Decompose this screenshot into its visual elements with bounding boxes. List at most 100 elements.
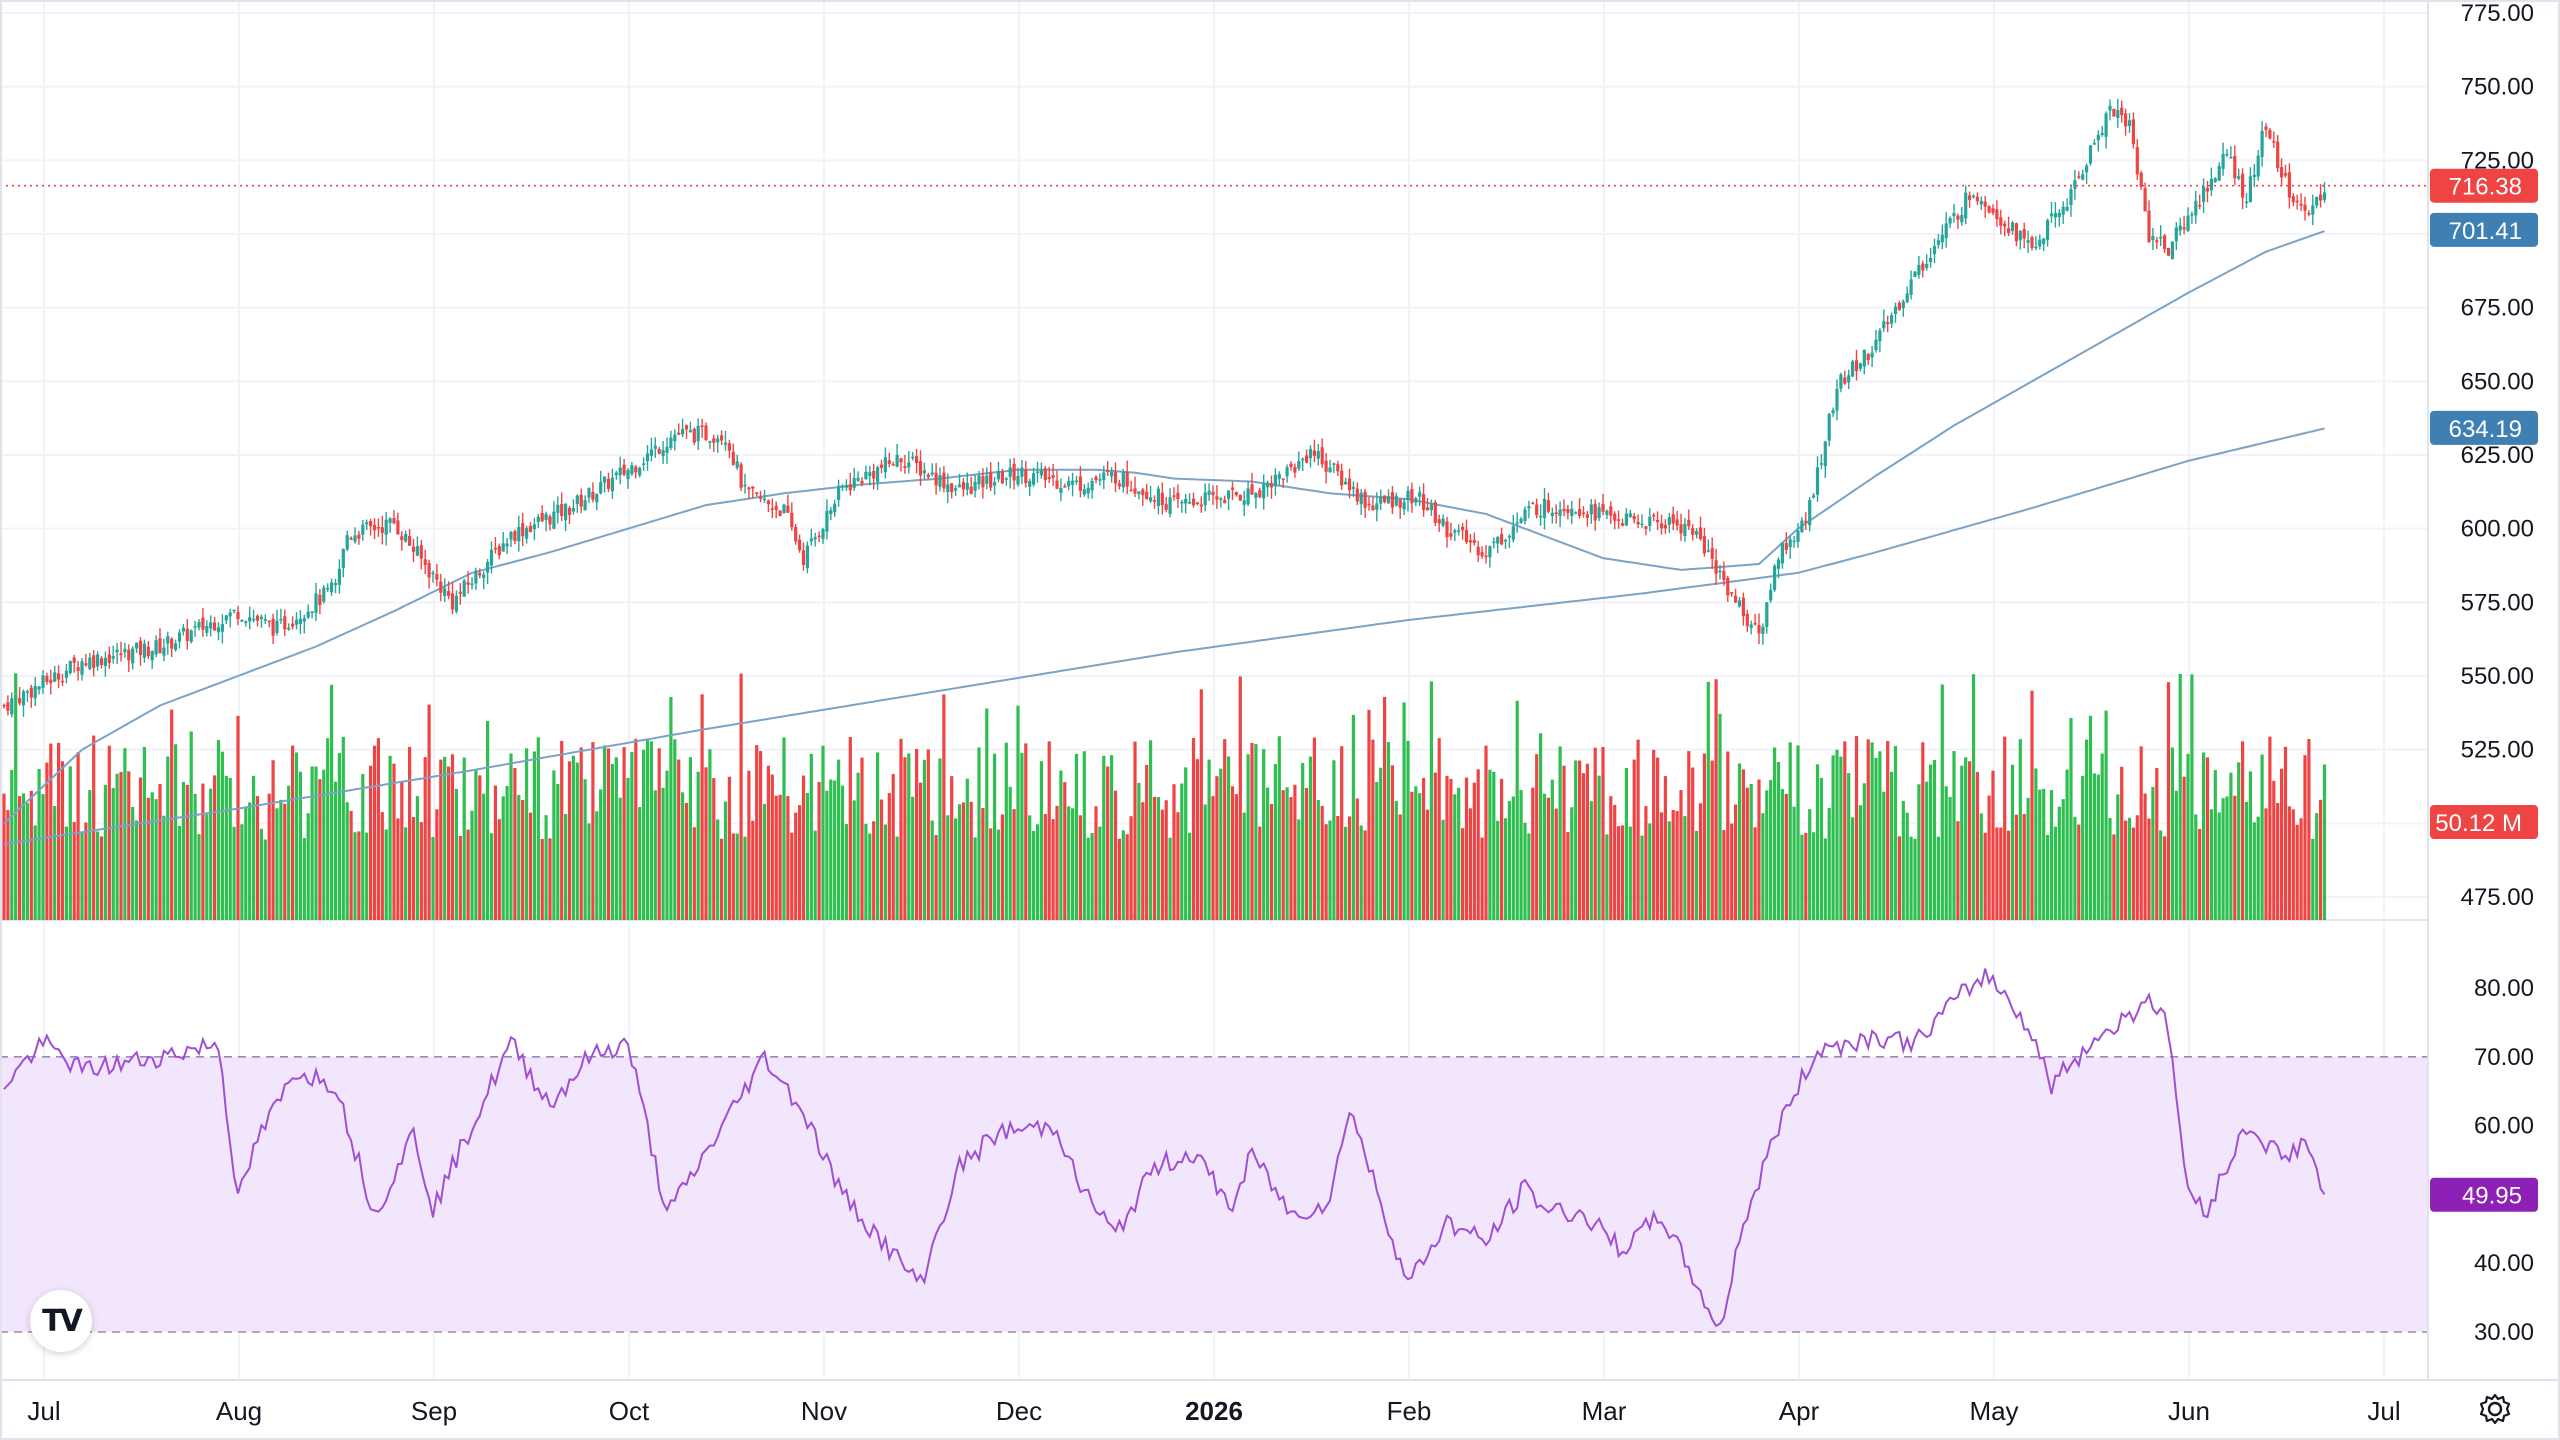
volume-bar xyxy=(1862,783,1866,920)
candle-body xyxy=(1433,502,1437,523)
candle-body xyxy=(1273,474,1277,487)
candle-body xyxy=(2069,189,2073,206)
volume-bar xyxy=(1554,808,1558,920)
volume-bar xyxy=(1281,790,1285,920)
candle-body xyxy=(1613,513,1617,521)
volume-bar xyxy=(2307,739,2311,920)
volume-bar xyxy=(454,788,458,920)
volume-bar xyxy=(1468,808,1472,920)
candle-body xyxy=(1866,354,1870,361)
candle-body xyxy=(154,640,158,655)
candle-body xyxy=(1406,490,1410,501)
candle-body xyxy=(1277,474,1281,479)
candle-body xyxy=(1207,490,1211,495)
candle-body xyxy=(883,457,887,473)
settings-gear-icon[interactable] xyxy=(2478,1392,2512,1426)
candle-body xyxy=(2116,109,2120,118)
candle-body xyxy=(1617,519,1621,521)
volume-bar xyxy=(2100,753,2104,920)
volume-bar xyxy=(727,776,731,920)
volume-bar xyxy=(778,794,782,920)
candle-body xyxy=(595,493,599,503)
volume-bar xyxy=(762,803,767,920)
candle-body xyxy=(1145,491,1149,500)
candle-body xyxy=(279,618,283,621)
volume-bar xyxy=(6,810,10,920)
volume-bar xyxy=(1141,802,1145,920)
volume-bar xyxy=(2217,812,2221,920)
volume-bar xyxy=(669,697,673,920)
volume-bar xyxy=(1511,796,1515,920)
candle-body xyxy=(2151,236,2155,241)
candle-body xyxy=(1706,550,1710,552)
candle-body xyxy=(1609,506,1613,516)
volume-bar xyxy=(1328,820,1332,920)
price-axis[interactable]: 775.00750.00725.00675.00650.00625.00600.… xyxy=(2461,0,2534,911)
volume-bar xyxy=(887,793,891,920)
volume-bar xyxy=(220,751,224,920)
volume-bar xyxy=(1308,756,1313,920)
volume-bar xyxy=(747,770,751,920)
volume-bar xyxy=(622,747,626,920)
candle-body xyxy=(170,638,174,649)
volume-bar xyxy=(49,743,53,920)
candle-body xyxy=(1445,521,1449,538)
volume-bar xyxy=(2299,818,2303,920)
volume-bar xyxy=(1831,755,1835,920)
candle-body xyxy=(1039,469,1043,476)
candle-body xyxy=(876,467,880,482)
volume-bar xyxy=(907,753,911,920)
volume-bar xyxy=(127,771,131,920)
candle-body xyxy=(1094,476,1098,480)
tradingview-logo[interactable]: TV xyxy=(30,1290,92,1352)
candle-body xyxy=(158,638,162,654)
candle-body xyxy=(2283,173,2288,176)
volume-bar xyxy=(606,748,611,920)
volume-bar xyxy=(80,832,84,920)
volume-bar xyxy=(782,737,786,920)
candle-body xyxy=(1340,470,1344,486)
candle-body xyxy=(2085,165,2089,173)
candle-body xyxy=(805,545,809,569)
candle-body xyxy=(1566,508,1570,513)
volume-bar xyxy=(1055,805,1059,920)
candle-body xyxy=(591,491,595,500)
volume-bar xyxy=(14,673,18,920)
candle-body xyxy=(677,432,681,435)
volume-bar xyxy=(993,753,997,920)
candle-body xyxy=(1698,527,1703,540)
candle-body xyxy=(2174,227,2178,242)
time-axis[interactable]: Jul Aug Sep Oct Nov Dec 2026 Feb Mar Apr May Jun Jul xyxy=(27,1396,2400,1426)
volume-bar xyxy=(1722,829,1726,920)
candle-body xyxy=(361,524,365,535)
price-tick-label: 475.00 xyxy=(2461,884,2534,911)
volume-bar xyxy=(2104,710,2108,920)
volume-bar xyxy=(626,777,630,920)
rsi-tick-label: 30.00 xyxy=(2474,1319,2534,1346)
volume-bar xyxy=(310,766,314,920)
candle-body xyxy=(2229,157,2233,159)
moving-averages xyxy=(3,230,2325,845)
volume-bar xyxy=(131,806,135,920)
candle-body xyxy=(1035,471,1040,473)
candle-body xyxy=(1476,546,1480,556)
candle-body xyxy=(1199,504,1203,507)
candle-body xyxy=(891,464,895,466)
candle-body xyxy=(337,568,341,585)
candle-body xyxy=(603,476,607,483)
volume-bar xyxy=(1901,801,1905,920)
candle-body xyxy=(840,485,845,488)
volume-bar xyxy=(1749,784,1753,920)
candle-body xyxy=(1940,234,1944,243)
candle-body xyxy=(762,498,767,501)
candle-body xyxy=(1901,301,1905,308)
candle-body xyxy=(2092,143,2096,145)
volume-bar xyxy=(1340,746,1344,920)
candle-body xyxy=(1515,522,1519,524)
volume-bar xyxy=(1698,803,1703,920)
volume-bar xyxy=(1765,790,1769,920)
candle-body xyxy=(1628,513,1632,518)
candle-body xyxy=(1601,504,1605,512)
